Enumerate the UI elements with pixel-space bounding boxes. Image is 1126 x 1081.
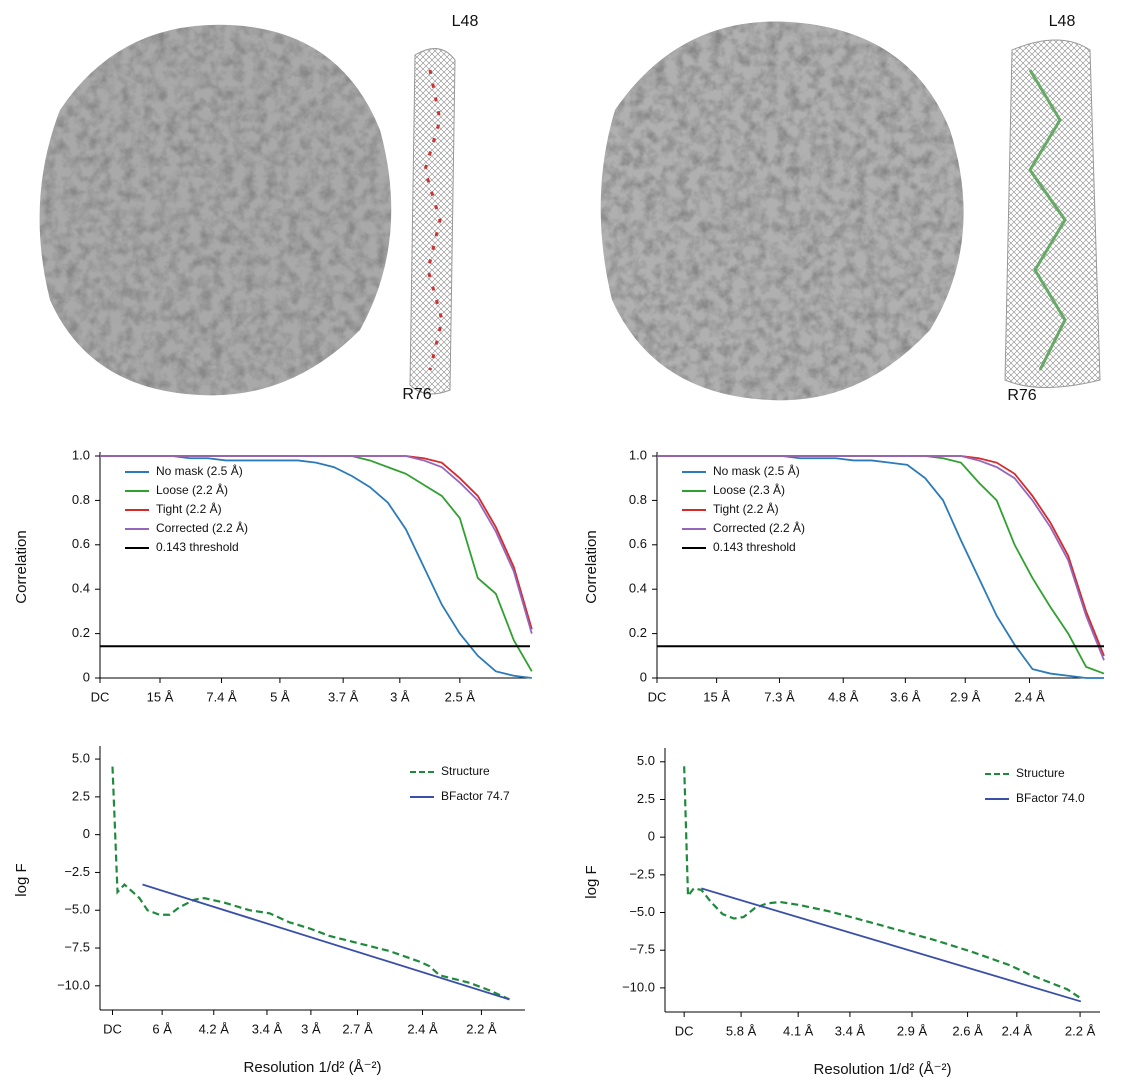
legend-label: No mask (2.5 Å) — [156, 463, 243, 478]
data-line — [701, 887, 1082, 1003]
y-tick-label: 0 — [83, 669, 90, 684]
x-tick-label: 15 Å — [703, 689, 730, 704]
y-tick-label: −10.0 — [57, 977, 90, 992]
legend-label: Tight (2.2 Å) — [156, 501, 222, 516]
y-tick-label: 0.8 — [72, 492, 90, 507]
map-right: L48 R76 — [600, 13, 1101, 404]
y-tick-label: −2.5 — [629, 866, 655, 881]
x-tick-label: DC — [675, 1023, 694, 1038]
legend-label: Tight (2.2 Å) — [713, 501, 779, 516]
x-tick-label: 4.8 Å — [828, 689, 859, 704]
y-tick-label: −7.5 — [629, 942, 655, 957]
legend-label: Structure — [1016, 766, 1065, 780]
y-tick-label: 0 — [648, 829, 655, 844]
y-tick-label: 2.5 — [637, 791, 655, 806]
residue-label: L48 — [1049, 13, 1076, 30]
y-tick-label: 0.4 — [629, 581, 647, 596]
y-axis-title: Correlation — [583, 530, 600, 603]
data-line — [100, 455, 533, 634]
chart: 5.0 2.5 0 −2.5 −5.0 −7.5 −10.0 DC 6 Å 4.2 Å 3.4 Å 3… — [13, 746, 525, 1076]
y-tick-label: −5.0 — [629, 904, 655, 919]
x-tick-label: 7.4 Å — [206, 689, 237, 704]
y-axis-title: log F — [583, 865, 600, 898]
residue-label: R76 — [1007, 387, 1036, 404]
y-tick-label: 5.0 — [72, 751, 90, 766]
x-tick-label: 5.8 Å — [726, 1023, 757, 1038]
chart: 0 0.2 0.4 0.6 0.8 1.0 DC 15 Å 7.3 Å 4.8 Å 3.6 Å 2.9… — [583, 447, 1105, 704]
y-tick-label: 0.6 — [72, 536, 90, 551]
x-axis-title: Resolution 1/d² (Å⁻²) — [244, 1059, 382, 1076]
y-axis-title: Correlation — [13, 530, 30, 603]
x-tick-label: 2.6 Å — [952, 1023, 983, 1038]
legend-label: 0.143 threshold — [713, 540, 796, 554]
legend-label: Loose (2.3 Å) — [713, 482, 785, 497]
y-tick-label: 5.0 — [637, 753, 655, 768]
data-line — [111, 766, 510, 1001]
x-tick-label: DC — [648, 689, 667, 704]
x-tick-label: 2.2 Å — [1065, 1023, 1096, 1038]
density-map — [39, 24, 392, 396]
y-tick-label: 0 — [640, 669, 647, 684]
helix-atoms — [1028, 69, 1067, 371]
y-tick-label: −5.0 — [64, 902, 90, 917]
x-tick-label: 3.7 Å — [328, 689, 359, 704]
data-line — [683, 766, 1082, 1000]
x-tick-label: 2.4 Å — [1014, 689, 1045, 704]
helix-model — [1004, 39, 1101, 388]
x-tick-label: 3.4 Å — [252, 1021, 283, 1036]
x-tick-label: 3.6 Å — [890, 689, 921, 704]
x-tick-label: 3 Å — [301, 1021, 321, 1036]
x-tick-label: 2.5 Å — [445, 689, 476, 704]
x-tick-label: 2.9 Å — [897, 1023, 928, 1038]
x-tick-label: DC — [103, 1021, 122, 1036]
legend-label: BFactor 74.0 — [1016, 791, 1085, 805]
x-tick-label: 5 Å — [270, 689, 290, 704]
y-tick-label: 0 — [83, 826, 90, 841]
x-tick-label: 7.3 Å — [764, 689, 795, 704]
x-tick-label: 2.7 Å — [342, 1021, 373, 1036]
x-tick-label: 4.2 Å — [199, 1021, 230, 1036]
x-tick-label: 6 Å — [152, 1021, 172, 1036]
density-map — [600, 21, 964, 401]
chart: 5.0 2.5 0 −2.5 −5.0 −7.5 −10.0 DC 5.8 Å 4.1 Å 3.4 … — [583, 748, 1100, 1078]
residue-label: L48 — [452, 13, 479, 30]
y-tick-label: 2.5 — [72, 788, 90, 803]
legend-label: Structure — [441, 764, 490, 778]
legend-label: 0.143 threshold — [156, 540, 239, 554]
x-tick-label: 2.4 Å — [407, 1021, 438, 1036]
y-tick-label: 0.4 — [72, 581, 90, 596]
x-tick-label: 3.4 Å — [835, 1023, 866, 1038]
y-tick-label: −10.0 — [622, 979, 655, 994]
y-tick-label: 0.8 — [629, 492, 647, 507]
y-axis-title: log F — [13, 863, 30, 896]
x-axis-title: Resolution 1/d² (Å⁻²) — [814, 1061, 952, 1078]
y-tick-label: 0.6 — [629, 536, 647, 551]
x-tick-label: 2.4 Å — [1002, 1023, 1033, 1038]
data-line — [657, 455, 1105, 661]
y-tick-label: −2.5 — [64, 864, 90, 879]
x-tick-label: 15 Å — [147, 689, 174, 704]
helix-atoms — [423, 69, 444, 371]
y-tick-label: 1.0 — [629, 447, 647, 462]
y-tick-label: 1.0 — [72, 447, 90, 462]
y-tick-label: 0.2 — [629, 625, 647, 640]
legend-label: BFactor 74.7 — [441, 789, 510, 803]
x-tick-label: 2.2 Å — [466, 1021, 497, 1036]
legend-label: No mask (2.5 Å) — [713, 463, 800, 478]
y-tick-label: 0.2 — [72, 625, 90, 640]
x-tick-label: 3 Å — [390, 689, 410, 704]
helix-model — [409, 48, 456, 395]
x-tick-label: DC — [91, 689, 110, 704]
chart: 0 0.2 0.4 0.6 0.8 1.0 DC 15 Å 7.4 Å 5 Å 3.7 Å 3 Å 2.… — [13, 447, 533, 704]
legend-label: Loose (2.2 Å) — [156, 482, 228, 497]
data-line — [142, 883, 510, 1001]
legend-label: Corrected (2.2 Å) — [713, 520, 805, 535]
x-tick-label: 4.1 Å — [783, 1023, 814, 1038]
legend-label: Corrected (2.2 Å) — [156, 520, 248, 535]
x-tick-label: 2.9 Å — [950, 689, 981, 704]
map-left: L48 R76 — [39, 13, 479, 403]
y-tick-label: −7.5 — [64, 939, 90, 954]
residue-label: R76 — [402, 386, 431, 403]
